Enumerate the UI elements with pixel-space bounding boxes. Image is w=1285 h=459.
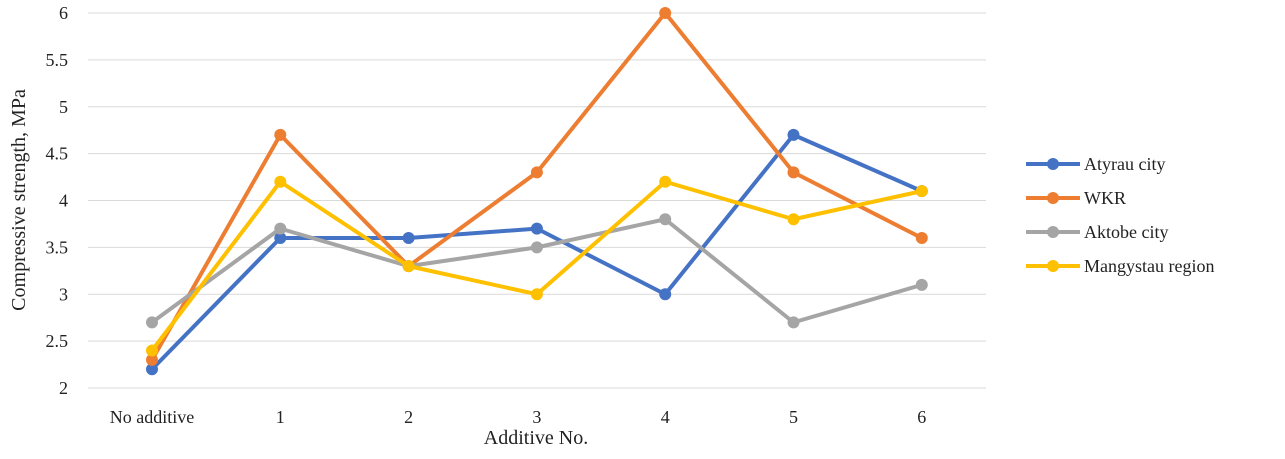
y-tick-label: 3 (59, 284, 68, 304)
series-group (146, 7, 928, 366)
data-point (915, 185, 928, 198)
axes: 2 2.5 3 3.5 4 4.5 5 5.5 6 No additive 1 2 3 4 5 6 (46, 3, 927, 427)
x-tick-label: No additive (110, 407, 194, 427)
x-tick-label: 4 (661, 407, 670, 427)
data-point (274, 232, 287, 244)
data-point (659, 288, 672, 301)
y-tick-label: 5.5 (46, 50, 69, 70)
data-point (274, 128, 287, 141)
data-point (659, 213, 672, 226)
y-axis-title: Compressive strength, MPa (8, 89, 30, 311)
legend-label: Atyrau city (1084, 154, 1165, 174)
data-point (146, 316, 158, 329)
data-point (659, 175, 672, 188)
legend-label: WKR (1084, 188, 1126, 208)
data-point (146, 344, 158, 357)
x-tick-label: 1 (276, 407, 285, 427)
data-point (274, 175, 287, 188)
legend-swatch-marker (1047, 260, 1059, 272)
legend-label: Mangystau region (1084, 256, 1214, 276)
legend-item: Aktobe city (1026, 222, 1168, 242)
legend-swatch-marker (1047, 192, 1059, 204)
data-point (530, 288, 543, 301)
legend-item: Atyrau city (1026, 154, 1165, 174)
data-point (530, 166, 543, 179)
data-point (787, 166, 800, 179)
data-point (146, 363, 158, 376)
legend: Atyrau city WKR Aktobe city Mangystau regio… (1026, 154, 1214, 276)
legend-swatch-marker (1047, 226, 1059, 238)
data-point (530, 241, 543, 254)
data-point (915, 232, 928, 244)
y-tick-label: 4 (59, 191, 68, 211)
x-tick-label: 5 (789, 407, 798, 427)
y-tick-label: 6 (59, 3, 68, 23)
data-point (787, 316, 800, 329)
x-axis-title: Additive No. (484, 427, 588, 449)
series-line (150, 217, 924, 325)
series-line (150, 179, 924, 353)
data-point (146, 353, 158, 366)
legend-item: Mangystau region (1026, 256, 1214, 276)
y-tick-label: 5 (59, 97, 68, 117)
data-point (530, 222, 543, 235)
data-point (787, 213, 800, 226)
gridlines (88, 12, 986, 389)
legend-item: WKR (1026, 188, 1126, 208)
x-tick-label: 2 (404, 407, 413, 427)
data-point (402, 232, 415, 244)
legend-label: Aktobe city (1084, 222, 1168, 242)
y-tick-label: 3.5 (46, 237, 69, 257)
data-point (787, 128, 800, 141)
x-tick-label: 6 (917, 407, 926, 427)
data-point (659, 7, 672, 19)
series-lines (146, 7, 928, 376)
series-group (146, 175, 928, 357)
series-line (150, 11, 924, 362)
data-point (915, 278, 928, 291)
x-tick-label: 3 (532, 407, 541, 427)
series-group (146, 128, 928, 376)
data-point (402, 260, 415, 273)
y-tick-label: 4.5 (46, 144, 69, 164)
legend-swatch-marker (1047, 158, 1059, 170)
y-tick-label: 2 (59, 378, 68, 398)
y-tick-label: 2.5 (46, 331, 69, 351)
data-point (274, 222, 287, 235)
series-group (146, 213, 928, 329)
